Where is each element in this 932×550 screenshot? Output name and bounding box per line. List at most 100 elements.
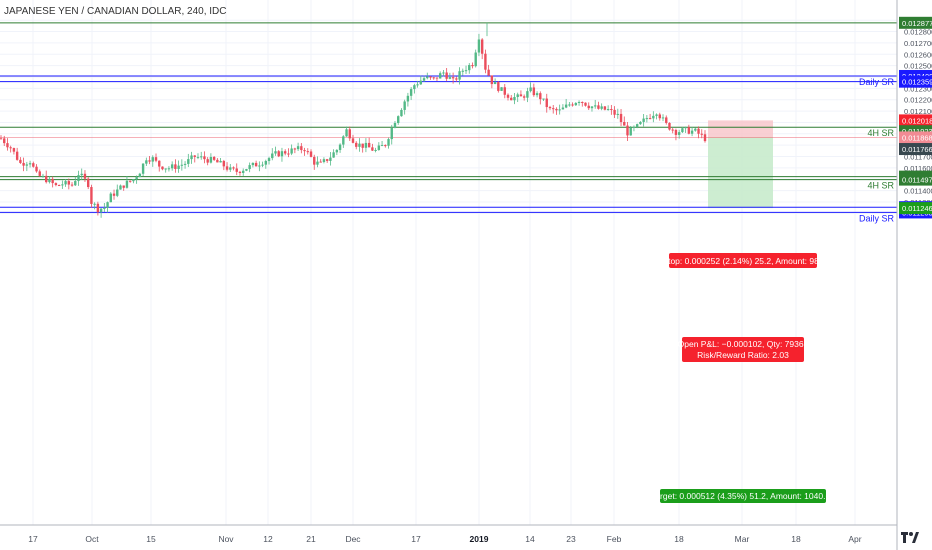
candle-body — [406, 95, 410, 102]
candle-body — [606, 109, 610, 111]
candle-body — [380, 145, 384, 147]
x-tick-label: 18 — [791, 534, 801, 544]
candle-body — [222, 160, 226, 167]
candle-body — [671, 129, 674, 131]
candle-body — [158, 160, 161, 167]
candle-body — [510, 97, 513, 101]
x-tick-label: Oct — [85, 534, 99, 544]
candle-body — [332, 152, 335, 158]
x-tick-label: Mar — [735, 534, 750, 544]
candle-body — [435, 77, 439, 79]
candle-body — [674, 129, 678, 135]
candle-body — [116, 189, 119, 196]
candle-body — [80, 173, 83, 176]
candle-body — [548, 107, 552, 109]
candle-body — [610, 109, 613, 111]
candle-body — [219, 160, 222, 163]
candle-body — [329, 157, 332, 161]
candle-body — [400, 109, 403, 117]
candle-body — [128, 180, 132, 182]
candle-body — [67, 181, 71, 185]
stop-label: Stop: 0.000252 (2.14%) 25.2, Amount: 980 — [662, 256, 823, 266]
candle-body — [203, 156, 206, 160]
x-tick-label: Dec — [345, 534, 361, 544]
candle-body — [367, 142, 371, 148]
candle-body — [503, 87, 506, 95]
candle-body — [64, 181, 67, 185]
candle-body — [22, 162, 25, 166]
candle-body — [652, 115, 655, 119]
candle-body — [697, 128, 700, 134]
candle-body — [3, 138, 6, 144]
price-level-label: 4H SR — [867, 128, 894, 138]
candle-body — [351, 138, 355, 143]
candle-body — [403, 101, 406, 110]
candle-body — [313, 156, 316, 165]
candle-body — [552, 108, 555, 110]
candle-body — [277, 151, 280, 157]
candle-body — [355, 142, 358, 147]
candle-body — [309, 151, 313, 157]
candle-body — [86, 178, 90, 188]
candle-body — [119, 185, 122, 190]
candle-body — [99, 208, 103, 213]
candle-body — [335, 149, 339, 153]
axis-price-badge-bg — [899, 125, 932, 138]
candle-body — [397, 116, 400, 123]
candle-body — [122, 185, 125, 188]
candle-body — [190, 155, 193, 160]
candle-body — [558, 109, 561, 111]
candle-body — [103, 207, 106, 209]
candle-body — [258, 165, 261, 167]
candle-body — [451, 77, 455, 79]
candle-body — [271, 153, 274, 159]
candle-body — [177, 165, 180, 169]
candle-body — [655, 114, 658, 116]
candle-body — [490, 75, 494, 85]
candle-body — [174, 164, 177, 169]
chart-title: JAPANESE YEN / CANADIAN DOLLAR, 240, IDC — [4, 6, 227, 17]
candle-body — [471, 65, 474, 67]
candle-body — [703, 134, 707, 142]
candle-body — [348, 129, 351, 139]
candle-body — [626, 125, 629, 136]
tradingview-logo — [901, 532, 919, 543]
y-tick-label: 0.011600 — [904, 164, 932, 173]
x-tick-label: 18 — [674, 534, 684, 544]
candle-body — [254, 162, 258, 167]
candle-body — [526, 91, 529, 98]
candle-body — [484, 53, 487, 70]
candle-body — [90, 187, 93, 204]
candle-body — [393, 122, 397, 128]
candle-body — [694, 128, 697, 131]
candle-body — [487, 69, 490, 76]
candle-body — [248, 165, 251, 170]
axis-price-badge-bg — [899, 202, 932, 215]
candle-body — [28, 163, 32, 165]
axis-price-badge: 0.012018 — [902, 116, 932, 125]
candle-body — [51, 178, 54, 184]
axis-price-badge-bg — [899, 131, 932, 144]
candle-body — [338, 144, 342, 150]
candle-body — [54, 183, 58, 186]
candle-body — [690, 130, 694, 134]
stop-loss-zone — [708, 120, 773, 138]
candle-body — [287, 153, 290, 155]
candle-body — [232, 167, 235, 169]
candle-body — [635, 124, 639, 127]
candle-body — [597, 105, 600, 109]
candle-body — [648, 118, 652, 120]
candle-body — [112, 193, 116, 196]
candle-body — [6, 143, 9, 148]
candle-body — [539, 93, 542, 100]
candle-body — [500, 87, 503, 91]
candle-body — [358, 143, 361, 147]
candle-body — [590, 106, 594, 109]
candle-body — [594, 105, 597, 107]
candle-body — [645, 118, 649, 120]
candle-body — [300, 146, 303, 151]
candle-body — [306, 151, 309, 153]
